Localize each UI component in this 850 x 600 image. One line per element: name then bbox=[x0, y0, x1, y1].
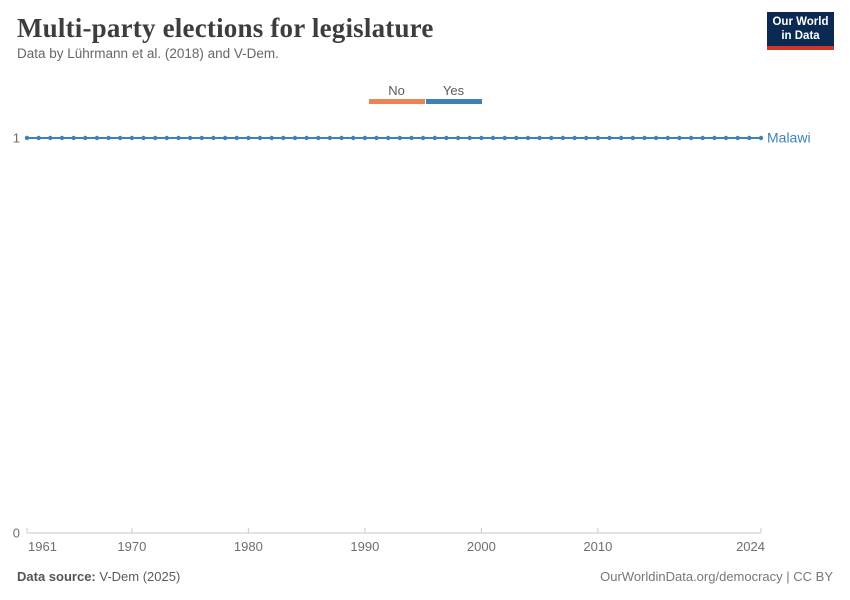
series-point[interactable] bbox=[199, 135, 204, 141]
series-point[interactable] bbox=[164, 135, 169, 141]
legend-item-yes[interactable]: Yes bbox=[425, 83, 482, 104]
series-point[interactable] bbox=[502, 135, 507, 141]
series-point[interactable] bbox=[374, 135, 379, 141]
series-point[interactable] bbox=[83, 135, 88, 141]
series-point[interactable] bbox=[24, 135, 30, 141]
series-point[interactable] bbox=[36, 135, 41, 141]
series-point[interactable] bbox=[514, 135, 519, 141]
data-source-text: Data source: V-Dem (2025) bbox=[17, 569, 180, 584]
series-point[interactable] bbox=[490, 135, 496, 141]
series-point[interactable] bbox=[281, 135, 286, 141]
x-tick-label: 1990 bbox=[350, 539, 379, 554]
x-tick-label: 1961 bbox=[28, 539, 57, 554]
series-point[interactable] bbox=[607, 135, 612, 141]
x-tick-label: 2010 bbox=[583, 539, 612, 554]
series-point[interactable] bbox=[118, 135, 123, 141]
series-point[interactable] bbox=[71, 135, 76, 141]
chart-subtitle: Data by Lührmann et al. (2018) and V-Dem… bbox=[17, 46, 279, 61]
series-point[interactable] bbox=[420, 135, 426, 141]
series-point[interactable] bbox=[129, 135, 135, 141]
legend-label-no: No bbox=[388, 83, 405, 98]
series-point[interactable] bbox=[595, 135, 601, 141]
data-source-value: V-Dem (2025) bbox=[99, 569, 181, 584]
series-point[interactable] bbox=[141, 135, 146, 141]
series-point[interactable] bbox=[653, 135, 659, 141]
x-tick-label: 1970 bbox=[117, 539, 146, 554]
series-point[interactable] bbox=[479, 135, 484, 141]
series-point[interactable] bbox=[409, 135, 414, 141]
series-point[interactable] bbox=[234, 135, 239, 141]
series-point[interactable] bbox=[665, 135, 670, 141]
legend-label-yes: Yes bbox=[442, 83, 465, 98]
y-tick-label: 1 bbox=[13, 131, 20, 146]
owid-logo-line2: in Data bbox=[781, 29, 820, 42]
series-point[interactable] bbox=[455, 135, 461, 141]
series-point[interactable] bbox=[48, 135, 53, 141]
owid-logo-line1: Our World bbox=[772, 16, 829, 28]
series-point[interactable] bbox=[386, 135, 391, 141]
owid-logo[interactable]: Our World in Data bbox=[767, 12, 834, 50]
series-point[interactable] bbox=[222, 135, 228, 141]
series-point[interactable] bbox=[549, 135, 554, 141]
chart-footer: Data source: V-Dem (2025) OurWorldinData… bbox=[17, 569, 833, 584]
series-point[interactable] bbox=[758, 135, 764, 141]
series-point[interactable] bbox=[187, 135, 193, 141]
footer-credit-link[interactable]: OurWorldinData.org/democracy | CC BY bbox=[600, 569, 833, 584]
series-point[interactable] bbox=[106, 135, 111, 141]
series-point[interactable] bbox=[688, 135, 694, 141]
series-point[interactable] bbox=[432, 135, 437, 141]
entity-label[interactable]: Malawi bbox=[767, 130, 811, 146]
series-point[interactable] bbox=[59, 135, 65, 141]
series-point[interactable] bbox=[747, 135, 752, 141]
series-point[interactable] bbox=[327, 135, 333, 141]
x-tick-label: 1980 bbox=[234, 539, 263, 554]
series-point[interactable] bbox=[537, 135, 542, 141]
chart-title: Multi-party elections for legislature bbox=[17, 13, 434, 43]
series-point[interactable] bbox=[525, 135, 531, 141]
series-point[interactable] bbox=[362, 135, 368, 141]
legend-item-no[interactable]: No bbox=[368, 83, 425, 104]
series-point[interactable] bbox=[723, 135, 729, 141]
series-point[interactable] bbox=[444, 135, 449, 141]
series-point[interactable] bbox=[560, 135, 566, 141]
series-point[interactable] bbox=[292, 135, 298, 141]
x-tick-label: 2000 bbox=[467, 539, 496, 554]
x-tick-label: 2024 bbox=[736, 539, 765, 554]
series-point[interactable] bbox=[153, 135, 158, 141]
series-point[interactable] bbox=[339, 135, 344, 141]
series-point[interactable] bbox=[700, 135, 705, 141]
series-point[interactable] bbox=[211, 135, 216, 141]
series-point[interactable] bbox=[397, 135, 402, 141]
series-point[interactable] bbox=[94, 135, 100, 141]
series-point[interactable] bbox=[630, 135, 635, 141]
series-point[interactable] bbox=[584, 135, 589, 141]
series-point[interactable] bbox=[677, 135, 682, 141]
series-point[interactable] bbox=[351, 135, 356, 141]
legend-swatch-no bbox=[368, 99, 425, 104]
series-point[interactable] bbox=[572, 135, 577, 141]
legend-swatch-yes bbox=[425, 99, 482, 104]
series-point[interactable] bbox=[269, 135, 274, 141]
series-point[interactable] bbox=[257, 135, 263, 141]
series-point[interactable] bbox=[246, 135, 251, 141]
series-point[interactable] bbox=[467, 135, 472, 141]
series-point[interactable] bbox=[642, 135, 647, 141]
series-point[interactable] bbox=[712, 135, 717, 141]
series-point[interactable] bbox=[176, 135, 181, 141]
series-point[interactable] bbox=[316, 135, 321, 141]
y-tick-label: 0 bbox=[13, 526, 20, 541]
series-point[interactable] bbox=[735, 135, 740, 141]
data-source-label: Data source: bbox=[17, 569, 96, 584]
series-point[interactable] bbox=[304, 135, 309, 141]
legend: No Yes bbox=[0, 83, 850, 104]
series-point[interactable] bbox=[619, 135, 624, 141]
